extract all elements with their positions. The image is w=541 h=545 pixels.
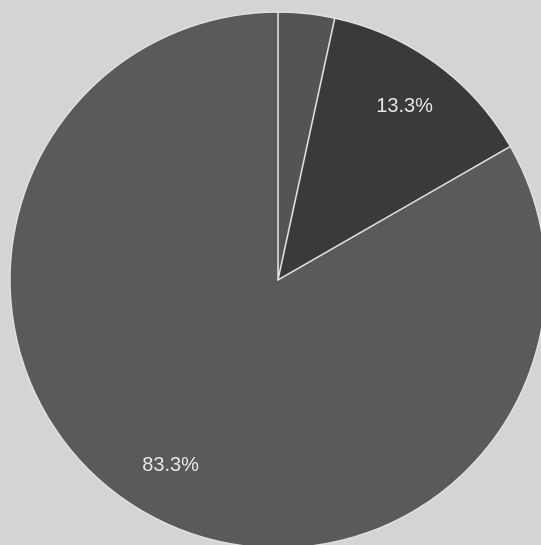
slice-label: 83.3% — [142, 454, 199, 476]
pie-slice — [276, 17, 512, 282]
pie-slice — [9, 11, 541, 545]
slice-label: 13.3% — [376, 95, 433, 117]
